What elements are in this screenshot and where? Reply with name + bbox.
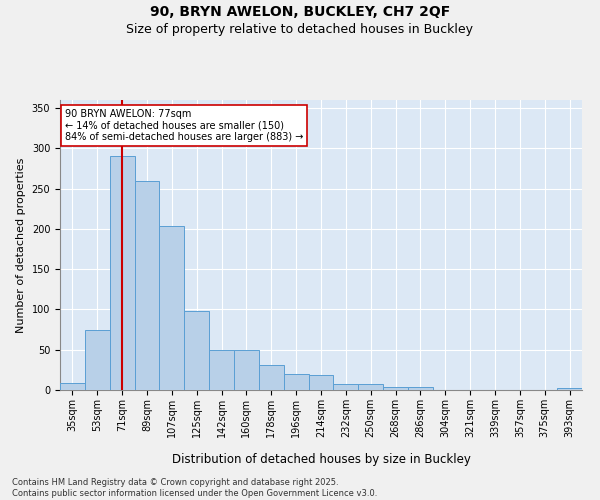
Bar bbox=[557, 388, 582, 390]
Bar bbox=[259, 365, 284, 390]
Bar bbox=[234, 350, 259, 390]
Bar bbox=[110, 156, 134, 390]
Bar bbox=[334, 384, 358, 390]
Text: 90, BRYN AWELON, BUCKLEY, CH7 2QF: 90, BRYN AWELON, BUCKLEY, CH7 2QF bbox=[150, 5, 450, 19]
Bar bbox=[134, 180, 160, 390]
Bar bbox=[184, 311, 209, 390]
Bar bbox=[209, 350, 234, 390]
Bar bbox=[308, 374, 334, 390]
Bar bbox=[383, 387, 408, 390]
Bar bbox=[60, 383, 85, 390]
Text: Contains HM Land Registry data © Crown copyright and database right 2025.
Contai: Contains HM Land Registry data © Crown c… bbox=[12, 478, 377, 498]
Text: 90 BRYN AWELON: 77sqm
← 14% of detached houses are smaller (150)
84% of semi-det: 90 BRYN AWELON: 77sqm ← 14% of detached … bbox=[65, 108, 304, 142]
Bar bbox=[358, 384, 383, 390]
Y-axis label: Number of detached properties: Number of detached properties bbox=[16, 158, 26, 332]
Bar bbox=[85, 330, 110, 390]
Bar bbox=[160, 226, 184, 390]
Text: Distribution of detached houses by size in Buckley: Distribution of detached houses by size … bbox=[172, 452, 470, 466]
Bar bbox=[284, 374, 308, 390]
Text: Size of property relative to detached houses in Buckley: Size of property relative to detached ho… bbox=[127, 22, 473, 36]
Bar bbox=[408, 387, 433, 390]
